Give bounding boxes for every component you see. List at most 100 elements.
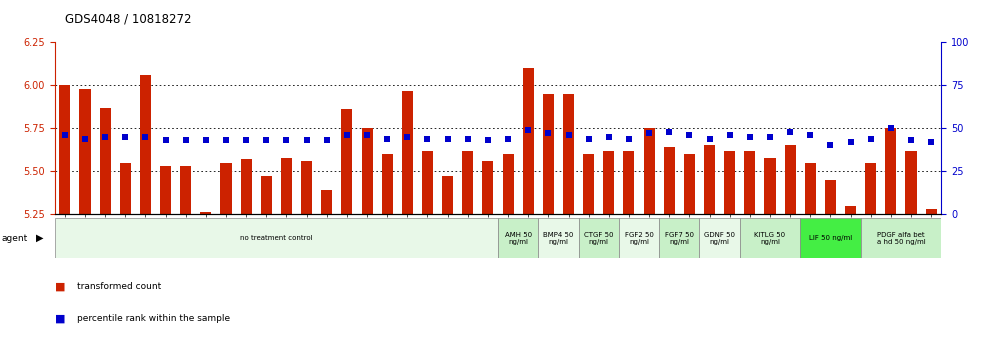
Bar	[503, 154, 514, 214]
Bar	[442, 176, 453, 214]
Text: KITLG 50
ng/ml: KITLG 50 ng/ml	[754, 232, 786, 245]
Bar	[120, 163, 130, 214]
Point	[360, 132, 375, 138]
Bar	[200, 212, 211, 214]
Point	[581, 136, 597, 142]
Point	[903, 137, 919, 143]
Text: ■: ■	[55, 282, 66, 292]
Bar	[704, 145, 715, 214]
Bar	[785, 145, 796, 214]
Bar	[401, 91, 413, 214]
Bar	[60, 85, 71, 214]
Bar	[765, 158, 776, 214]
Bar	[482, 161, 493, 214]
Point	[541, 131, 557, 136]
Bar	[643, 128, 654, 214]
Text: ■: ■	[55, 314, 66, 324]
Text: GDNF 50
ng/ml: GDNF 50 ng/ml	[704, 232, 735, 245]
Point	[520, 127, 536, 133]
Point	[238, 137, 254, 143]
Bar	[925, 209, 936, 214]
Bar	[462, 151, 473, 214]
Text: transformed count: transformed count	[77, 282, 161, 291]
Point	[77, 136, 93, 142]
Point	[480, 137, 496, 143]
Text: PDGF alfa bet
a hd 50 ng/ml: PDGF alfa bet a hd 50 ng/ml	[876, 232, 925, 245]
Point	[339, 132, 355, 138]
Bar	[422, 151, 433, 214]
Point	[218, 137, 234, 143]
Point	[762, 134, 778, 140]
Point	[701, 136, 717, 142]
Bar	[619, 218, 659, 258]
Bar	[342, 109, 353, 214]
Bar	[139, 75, 151, 214]
Point	[843, 139, 859, 145]
Point	[319, 137, 335, 143]
Point	[923, 139, 939, 145]
Text: agent: agent	[2, 234, 28, 242]
Point	[782, 129, 798, 135]
Bar	[301, 161, 312, 214]
Bar	[523, 68, 534, 214]
Bar	[563, 94, 574, 214]
Bar	[261, 176, 272, 214]
Point	[500, 136, 516, 142]
Bar	[744, 151, 755, 214]
Bar	[180, 166, 191, 214]
Bar	[498, 218, 538, 258]
Bar	[538, 218, 579, 258]
Bar	[381, 154, 392, 214]
Point	[419, 136, 435, 142]
Bar	[623, 151, 634, 214]
Point	[823, 143, 839, 148]
Text: percentile rank within the sample: percentile rank within the sample	[77, 314, 230, 323]
Bar	[866, 163, 876, 214]
Point	[681, 132, 697, 138]
Bar	[885, 128, 896, 214]
Bar	[220, 163, 231, 214]
Point	[621, 136, 636, 142]
Bar	[699, 218, 740, 258]
Point	[439, 136, 455, 142]
Text: CTGF 50
ng/ml: CTGF 50 ng/ml	[584, 232, 614, 245]
Text: FGF7 50
ng/ml: FGF7 50 ng/ml	[664, 232, 694, 245]
Point	[198, 137, 214, 143]
Bar	[659, 218, 699, 258]
Text: FGF2 50
ng/ml: FGF2 50 ng/ml	[624, 232, 653, 245]
Point	[742, 134, 758, 140]
Bar	[281, 158, 292, 214]
Bar	[241, 159, 252, 214]
Bar	[55, 218, 498, 258]
Point	[803, 132, 819, 138]
Bar	[160, 166, 171, 214]
Point	[863, 136, 878, 142]
Bar	[604, 151, 615, 214]
Point	[882, 125, 898, 131]
Bar	[684, 154, 695, 214]
Text: GDS4048 / 10818272: GDS4048 / 10818272	[65, 12, 191, 25]
Bar	[861, 218, 941, 258]
Text: LIF 50 ng/ml: LIF 50 ng/ml	[809, 235, 852, 241]
Bar	[800, 218, 861, 258]
Point	[137, 134, 153, 140]
Bar	[825, 180, 836, 214]
Point	[57, 132, 73, 138]
Point	[157, 137, 173, 143]
Point	[379, 136, 395, 142]
Bar	[805, 163, 816, 214]
Text: AMH 50
ng/ml: AMH 50 ng/ml	[505, 232, 532, 245]
Bar	[543, 94, 554, 214]
Point	[601, 134, 617, 140]
Bar	[100, 108, 111, 214]
Point	[561, 132, 577, 138]
Bar	[80, 89, 91, 214]
Bar	[583, 154, 595, 214]
Bar	[905, 151, 916, 214]
Bar	[322, 190, 333, 214]
Point	[641, 131, 657, 136]
Text: BMP4 50
ng/ml: BMP4 50 ng/ml	[543, 232, 574, 245]
Bar	[724, 151, 735, 214]
Point	[399, 134, 415, 140]
Bar	[579, 218, 619, 258]
